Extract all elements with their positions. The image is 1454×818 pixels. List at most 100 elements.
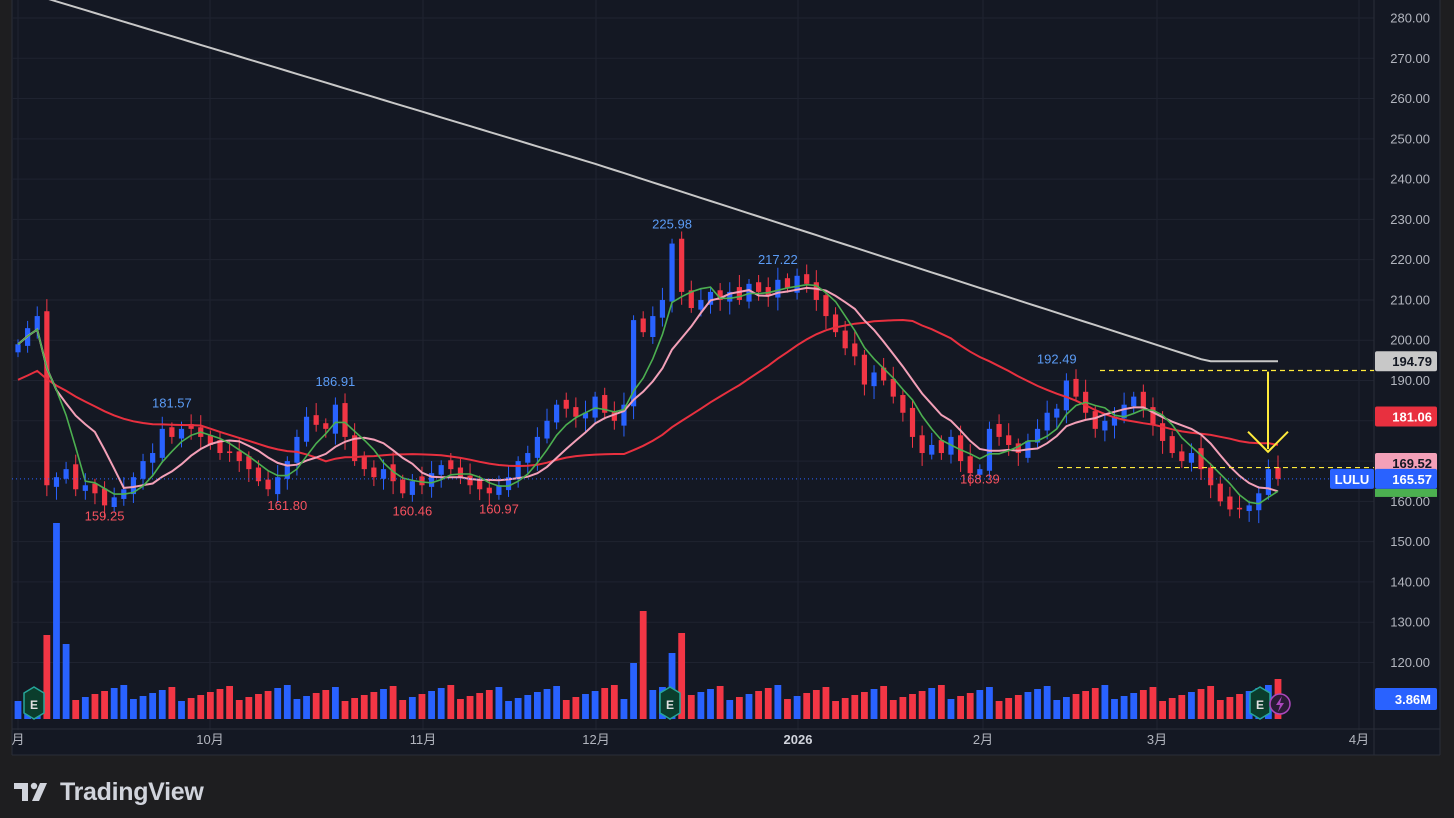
- candle-body[interactable]: [275, 477, 281, 495]
- candle-body[interactable]: [332, 404, 339, 434]
- candle-body[interactable]: [227, 451, 233, 454]
- candle-body[interactable]: [63, 469, 69, 479]
- candle-body[interactable]: [361, 456, 367, 470]
- candle-body[interactable]: [294, 436, 300, 463]
- candle-body[interactable]: [73, 464, 79, 490]
- candle-body[interactable]: [1034, 428, 1041, 443]
- candle-body[interactable]: [400, 479, 406, 494]
- candle-body[interactable]: [707, 291, 714, 305]
- candle-body[interactable]: [82, 485, 88, 491]
- candle-body[interactable]: [929, 444, 935, 455]
- lightning-icon[interactable]: [1269, 693, 1291, 715]
- candle-body[interactable]: [457, 467, 464, 478]
- candle-body[interactable]: [217, 440, 223, 454]
- candle-body[interactable]: [688, 290, 694, 309]
- candle-body[interactable]: [1121, 404, 1127, 419]
- candle-body[interactable]: [784, 278, 791, 288]
- ma10-line[interactable]: [17, 283, 1279, 505]
- candle-body[interactable]: [169, 427, 175, 437]
- candle-body[interactable]: [871, 372, 877, 387]
- candle-body[interactable]: [448, 460, 454, 470]
- candle-body[interactable]: [832, 314, 839, 333]
- candle-body[interactable]: [996, 424, 1002, 437]
- candle-body[interactable]: [1217, 483, 1223, 502]
- candle-body[interactable]: [909, 407, 916, 437]
- candle-body[interactable]: [630, 320, 637, 407]
- candle-body[interactable]: [380, 469, 387, 479]
- candle-body[interactable]: [101, 488, 108, 506]
- candle-body[interactable]: [1227, 496, 1233, 510]
- candle-body[interactable]: [717, 290, 723, 300]
- candle-body[interactable]: [1006, 435, 1012, 445]
- candle-body[interactable]: [1265, 469, 1271, 495]
- candle-body[interactable]: [679, 238, 685, 292]
- candle-body[interactable]: [236, 451, 242, 462]
- candle-body[interactable]: [265, 479, 271, 490]
- candle-body[interactable]: [303, 416, 310, 442]
- ma200-line[interactable]: [18, 0, 1278, 363]
- candle-body[interactable]: [881, 367, 887, 381]
- candle-body[interactable]: [1092, 411, 1098, 429]
- candle-body[interactable]: [1169, 436, 1175, 454]
- candle-body[interactable]: [852, 343, 858, 357]
- candle-body[interactable]: [602, 395, 608, 413]
- ma50-line[interactable]: [17, 318, 1279, 468]
- candle-body[interactable]: [650, 316, 656, 338]
- candle-body[interactable]: [861, 354, 868, 385]
- candle-body[interactable]: [534, 436, 540, 458]
- candle-body[interactable]: [150, 453, 156, 463]
- candle-body[interactable]: [313, 415, 319, 425]
- candle-body[interactable]: [323, 423, 329, 429]
- candle-body[interactable]: [775, 279, 781, 298]
- candle-body[interactable]: [44, 311, 50, 486]
- candle-body[interactable]: [554, 404, 560, 423]
- tradingview-logo[interactable]: TradingView: [14, 772, 204, 812]
- candle-body[interactable]: [1179, 451, 1185, 462]
- candle-body[interactable]: [525, 453, 531, 463]
- candle-body[interactable]: [207, 435, 213, 445]
- candle-body[interactable]: [1159, 423, 1166, 441]
- candle-body[interactable]: [246, 456, 252, 470]
- candle-body[interactable]: [284, 461, 290, 479]
- candle-body[interactable]: [977, 469, 983, 475]
- candle-body[interactable]: [794, 275, 800, 293]
- earnings-marker[interactable]: E: [1249, 686, 1271, 720]
- candle-body[interactable]: [419, 476, 425, 486]
- candle-body[interactable]: [1073, 378, 1079, 397]
- candle-body[interactable]: [900, 395, 906, 413]
- candle-body[interactable]: [371, 467, 377, 478]
- candle-body[interactable]: [967, 456, 973, 474]
- candle-body[interactable]: [1102, 420, 1108, 431]
- candle-body[interactable]: [53, 477, 60, 487]
- candle-body[interactable]: [659, 299, 666, 318]
- candle-body[interactable]: [1111, 416, 1118, 426]
- candle-body[interactable]: [573, 407, 579, 417]
- candle-body[interactable]: [919, 435, 925, 454]
- candle-body[interactable]: [640, 318, 646, 333]
- candle-body[interactable]: [255, 467, 262, 482]
- candle-body[interactable]: [1150, 407, 1156, 425]
- candle-body[interactable]: [342, 403, 348, 437]
- candle-body[interactable]: [1054, 408, 1060, 418]
- earnings-marker[interactable]: E: [659, 686, 681, 720]
- candle-body[interactable]: [1015, 443, 1021, 454]
- candle-body[interactable]: [1275, 467, 1281, 479]
- candle-body[interactable]: [1208, 467, 1214, 486]
- candle-body[interactable]: [486, 487, 492, 494]
- candle-body[interactable]: [563, 399, 569, 409]
- candle-body[interactable]: [34, 316, 40, 330]
- candle-body[interactable]: [890, 378, 896, 397]
- candle-body[interactable]: [178, 428, 185, 439]
- candle-body[interactable]: [1063, 380, 1069, 411]
- candle-body[interactable]: [842, 330, 848, 349]
- candle-body[interactable]: [611, 411, 617, 421]
- candle-body[interactable]: [621, 404, 627, 426]
- candle-body[interactable]: [698, 299, 704, 310]
- candle-body[interactable]: [669, 243, 675, 302]
- candle-body[interactable]: [582, 412, 589, 419]
- candle-body[interactable]: [957, 435, 964, 462]
- candle-body[interactable]: [1236, 507, 1243, 510]
- candle-body[interactable]: [1131, 396, 1137, 407]
- candle-body[interactable]: [823, 295, 829, 317]
- candle-body[interactable]: [15, 344, 21, 353]
